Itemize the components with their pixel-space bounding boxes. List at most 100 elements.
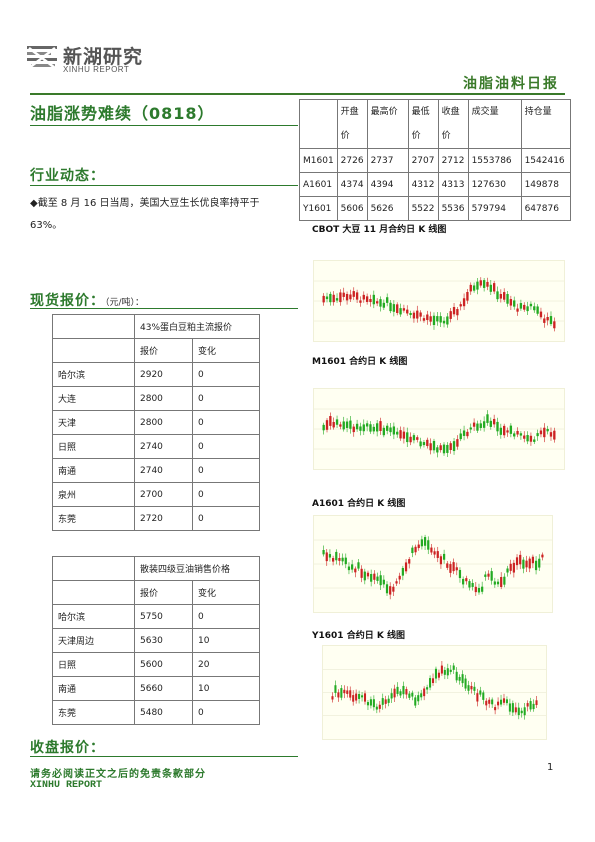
col-price-header: 报价 [134, 580, 193, 605]
candle-body [486, 414, 489, 423]
candle-body [520, 710, 523, 714]
candle-body [335, 419, 339, 425]
candle-body [426, 439, 429, 447]
candle-body [509, 425, 513, 434]
candle-body [488, 699, 491, 704]
candle-body [437, 672, 440, 678]
candle-body [345, 421, 349, 428]
candle-body [399, 430, 402, 439]
candle-body [452, 441, 456, 452]
candle-body [442, 553, 446, 560]
candle-body [485, 700, 488, 706]
candle-body [359, 300, 362, 303]
candle-body [417, 544, 420, 549]
candle-body [376, 576, 379, 581]
candle-body [515, 557, 519, 566]
candle-body [452, 665, 455, 670]
candle-body [419, 441, 422, 447]
candle-body [466, 431, 469, 437]
candle-body [489, 420, 492, 427]
logo-mark-icon [27, 46, 57, 69]
candle-body [396, 431, 399, 435]
candle-body [465, 578, 468, 582]
futures-cell: 647876 [520, 196, 572, 221]
candle-body [516, 430, 519, 435]
candle-body [546, 428, 549, 432]
candle-body [426, 687, 429, 690]
city-cell: 天津 [52, 410, 135, 435]
candle-body [522, 559, 525, 569]
table-row: 报价 变化 [52, 580, 260, 605]
candle-body [529, 701, 532, 710]
candle-body [427, 540, 430, 550]
futures-cell: 4374 [336, 172, 368, 197]
change-cell: 0 [192, 410, 260, 435]
candle-body [414, 546, 417, 553]
candle-body [479, 280, 482, 286]
city-cell: 大连 [52, 386, 135, 411]
candle-body [379, 421, 382, 431]
candle-body [482, 692, 485, 700]
candle-body [486, 281, 489, 287]
spot-unit: （元/吨）： [105, 298, 145, 308]
price-cell: 5630 [134, 628, 193, 653]
candle-body [396, 686, 399, 694]
candle-body [443, 670, 446, 675]
candle-body [342, 421, 345, 430]
candle-body [446, 316, 449, 325]
futures-cell: 4394 [366, 172, 409, 197]
candle-body [343, 689, 346, 694]
candle-body [408, 693, 411, 698]
table-row: 43%蛋白豆粕主流报价 [52, 314, 260, 339]
industry-divider [30, 185, 298, 186]
candle-body [339, 292, 342, 303]
candle-body [458, 569, 462, 579]
change-cell: 0 [192, 434, 260, 459]
candle-body [341, 557, 344, 562]
candle-body [496, 291, 499, 300]
candle-body [382, 427, 386, 436]
candle-body [439, 556, 443, 565]
price-cell: 2800 [134, 410, 193, 435]
candle-body [502, 698, 506, 703]
soyoil-group-header: 散装四级豆油销售价格 [134, 556, 260, 581]
candle-body [412, 312, 416, 319]
futures-cell: 1553786 [467, 148, 522, 173]
candle-body [452, 307, 456, 315]
candle-body [533, 439, 536, 442]
disclaimer-text: 请务必阅读正文之后的免责条款部分 [30, 769, 206, 780]
candle-body [479, 423, 482, 428]
table-row: 泉州 2700 0 [52, 482, 260, 507]
candle-body [543, 427, 546, 438]
city-cell: 南通 [52, 458, 135, 483]
candle-body [456, 309, 459, 316]
futures-cell: 4312 [407, 172, 439, 197]
futures-table: 开盘价 最高价 最低价 收盘价 成交量 持仓量 M1601 2726 2737 … [299, 99, 572, 221]
candle-body [419, 312, 422, 317]
futures-row: M1601 2726 2737 2707 2712 1553786 154241… [299, 148, 572, 173]
candle-body [392, 586, 395, 592]
candle-body [331, 558, 335, 562]
candle-body [526, 435, 529, 442]
candle-body [526, 306, 529, 312]
candle-body [459, 304, 462, 307]
candle-body [539, 430, 543, 435]
candle-body [472, 422, 476, 427]
candle-body [331, 696, 334, 700]
candle-body [519, 433, 523, 436]
candle-body [442, 444, 446, 454]
candle-body [496, 581, 500, 585]
spot-divider [30, 308, 298, 309]
candle-body [553, 430, 556, 440]
candle-body [325, 420, 329, 430]
candle-body [476, 423, 479, 431]
candle-body [446, 563, 449, 568]
table-row: 哈尔滨 2920 0 [52, 362, 260, 387]
candle-body [381, 698, 384, 705]
candle-body [390, 693, 393, 699]
candle-body [471, 582, 474, 587]
futures-cell: 5522 [407, 196, 439, 221]
candle-body [446, 668, 449, 676]
city-cell: 南通 [52, 676, 135, 701]
futures-cell: 579794 [467, 196, 522, 221]
